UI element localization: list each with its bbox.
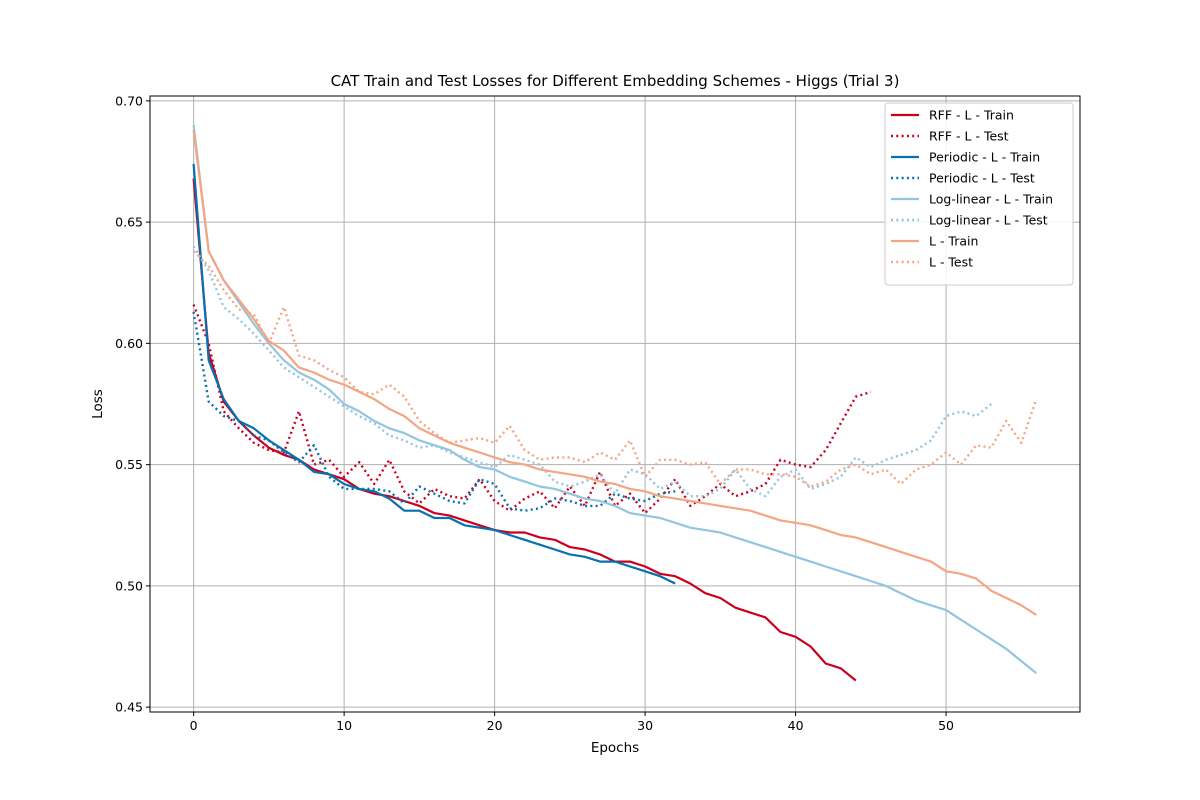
x-tick-label: 10: [336, 718, 352, 733]
legend-label: Log-linear - L - Test: [929, 213, 1048, 228]
y-axis-label: Loss: [90, 389, 106, 419]
legend-label: L - Train: [929, 234, 978, 249]
y-tick-label: 0.70: [115, 93, 143, 108]
legend: RFF - L - Train RFF - L - Test Periodic - …: [884, 102, 1074, 286]
legend-label: Log-linear - L - Train: [929, 192, 1053, 207]
legend-label: L - Test: [929, 255, 973, 270]
y-tick-label: 0.50: [115, 578, 143, 593]
x-tick-label: 30: [637, 718, 653, 733]
legend-label: Periodic - L - Train: [929, 150, 1040, 165]
axis-ticks: 0 10 20 30 40 50 0.45 0.50 0.55 0.60 0.65 0.70: [115, 93, 954, 733]
series-line: [192, 304, 872, 515]
legend-label: Periodic - L - Test: [929, 171, 1035, 186]
y-tick-label: 0.45: [115, 700, 143, 715]
y-tick-label: 0.65: [115, 215, 143, 230]
chart-title: CAT Train and Test Losses for Different …: [331, 72, 900, 90]
legend-box: [884, 102, 1074, 286]
x-tick-label: 50: [938, 718, 954, 733]
x-tick-label: 40: [788, 718, 804, 733]
series-line: [192, 311, 676, 512]
x-tick-label: 20: [487, 718, 503, 733]
plot-frame: [149, 95, 1081, 713]
legend-label: RFF - L - Train: [929, 108, 1014, 123]
x-axis-label: Epochs: [591, 740, 639, 756]
y-tick-label: 0.60: [115, 336, 143, 351]
series-line: [192, 245, 992, 498]
y-tick-label: 0.55: [115, 457, 143, 472]
series-line: [192, 124, 1038, 675]
series-lines: [192, 124, 1038, 682]
legend-label: RFF - L - Test: [929, 129, 1009, 144]
x-tick-label: 0: [190, 718, 198, 733]
series-line: [192, 129, 1037, 616]
